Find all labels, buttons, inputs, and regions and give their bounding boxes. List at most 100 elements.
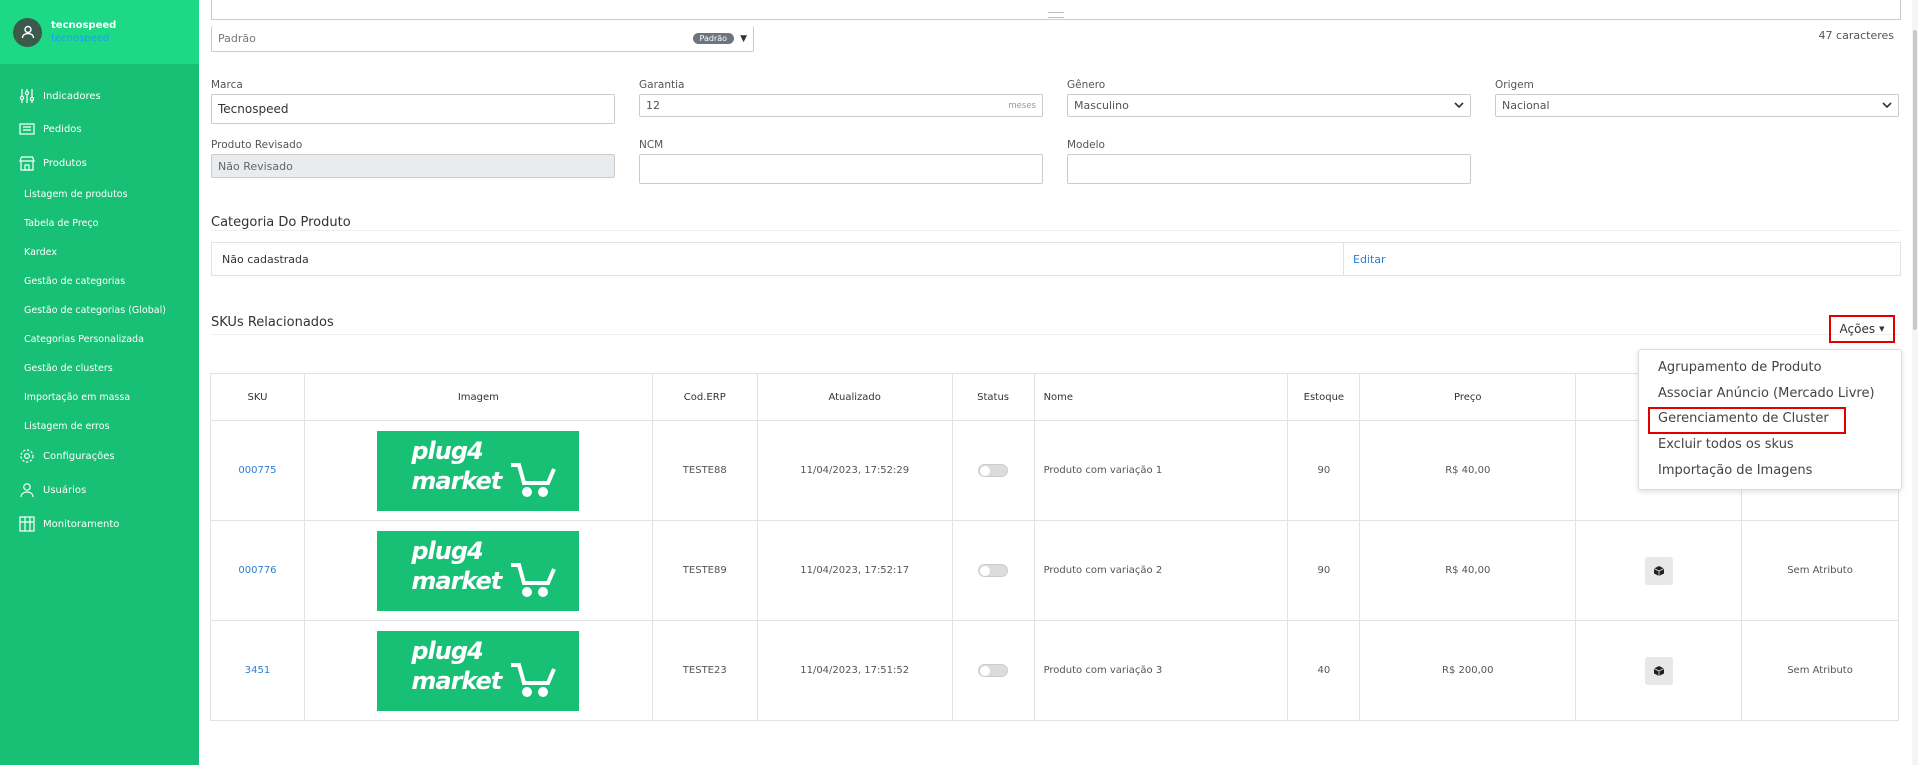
menu-item-importacao-imagens[interactable]: Importação de Imagens (1658, 463, 1813, 478)
erp-cell: TESTE89 (651, 520, 758, 621)
store-icon (18, 154, 36, 172)
chevron-down-icon (1882, 99, 1892, 112)
nav-usuarios[interactable]: Usuários (0, 478, 86, 502)
attr-cell: Sem Atributo (1741, 520, 1899, 621)
cart-icon (511, 462, 557, 497)
nav-configuracoes-label: Configurações (43, 450, 115, 462)
th-preco: Preço (1359, 373, 1577, 421)
origem-value: Nacional (1502, 99, 1550, 112)
sku-link[interactable]: 000776 (210, 520, 305, 621)
th-sku: SKU (210, 373, 305, 421)
menu-item-highlight (1648, 407, 1846, 434)
box-icon (1653, 665, 1664, 676)
acoes-label: Ações (1839, 322, 1876, 336)
plug4market-logo: plug4 market (377, 430, 580, 511)
user-avatar-icon[interactable] (13, 17, 42, 47)
nav-sub-kardex[interactable]: Kardex (24, 247, 57, 258)
plug4market-logo: plug4 market (377, 530, 580, 611)
nav-monitoramento-label: Monitoramento (43, 518, 120, 530)
image-cell: plug4 market (303, 620, 653, 721)
monitor-grid-icon (18, 515, 36, 533)
nav-indicadores[interactable]: Indicadores (0, 84, 101, 108)
cart-icon (511, 562, 557, 597)
channel-box-button[interactable] (1644, 556, 1673, 585)
plug4market-logo: plug4 market (377, 630, 580, 711)
user-name: tecnospeed (51, 20, 117, 31)
attr-cell: Sem Atributo (1741, 620, 1899, 721)
channel-box-button[interactable] (1644, 656, 1673, 685)
nav-sub-tabela-preco[interactable]: Tabela de Preço (24, 218, 99, 229)
menu-item-excluir-skus[interactable]: Excluir todos os skus (1658, 437, 1794, 452)
template-select[interactable]: Padrão Padrão ▼ (211, 26, 754, 52)
status-cell (951, 620, 1035, 721)
nav-sub-listagem-produtos[interactable]: Listagem de produtos (24, 189, 128, 200)
skus-table: SKU Imagem Cod.ERP Atualizado Status Nom… (210, 373, 1899, 721)
status-cell (951, 520, 1035, 621)
th-status: Status (951, 373, 1035, 421)
garantia-label: Garantia (639, 79, 685, 91)
price-cell: R$ 40,00 (1359, 520, 1577, 621)
modelo-label: Modelo (1067, 139, 1105, 151)
nav-sub-gestao-clusters[interactable]: Gestão de clusters (24, 363, 113, 374)
erp-cell: TESTE88 (651, 420, 758, 521)
status-toggle[interactable] (978, 564, 1009, 577)
skus-title: SKUs Relacionados (211, 315, 334, 330)
nav-sub-importacao-massa[interactable]: Importação em massa (24, 392, 131, 403)
nav-produtos[interactable]: Produtos (0, 151, 87, 175)
status-toggle[interactable] (978, 664, 1009, 677)
produto-revisado-label: Produto Revisado (211, 139, 303, 151)
gear-icon (18, 447, 36, 465)
menu-item-gerenciamento-cluster[interactable]: Gerenciamento de Cluster (1658, 411, 1829, 426)
updated-cell: 11/04/2023, 17:52:17 (756, 520, 953, 621)
table-row: 000776 plug4 market TESTE89 11/04/2023, … (210, 520, 1899, 621)
produto-revisado-input: Não Revisado (211, 154, 615, 178)
status-toggle[interactable] (978, 464, 1009, 477)
th-cod-erp: Cod.ERP (651, 373, 758, 421)
th-imagem: Imagem (303, 373, 653, 421)
sku-link[interactable]: 000775 (210, 420, 305, 521)
cart-icon (511, 662, 557, 697)
menu-item-agrupamento[interactable]: Agrupamento de Produto (1658, 360, 1822, 375)
description-textarea[interactable] (211, 0, 1901, 20)
marca-label: Marca (211, 79, 243, 91)
box-icon (1653, 565, 1664, 576)
erp-cell: TESTE23 (651, 620, 758, 721)
categoria-title: Categoria Do Produto (211, 215, 351, 230)
sku-link[interactable]: 3451 (210, 620, 305, 721)
table-row: 3451 plug4 market TESTE23 11/04/2023, 17… (210, 620, 1899, 721)
genero-select[interactable]: Masculino (1067, 94, 1471, 117)
origem-label: Origem (1495, 79, 1534, 91)
nav-sub-gestao-categorias[interactable]: Gestão de categorias (24, 276, 126, 287)
th-nome: Nome (1033, 373, 1289, 421)
sidebar: tecnospeed tecnospeed Indicadores Pedido… (0, 0, 199, 765)
ncm-input[interactable] (639, 154, 1043, 184)
stock-cell: 40 (1287, 620, 1361, 721)
categoria-edit-link[interactable]: Editar (1343, 242, 1386, 276)
nav-sub-categorias-personalizada[interactable]: Categorias Personalizada (24, 334, 144, 345)
acoes-dropdown-menu: Agrupamento de Produto Associar Anúncio … (1638, 349, 1902, 490)
resize-handle-icon[interactable] (1048, 12, 1064, 18)
status-cell (951, 420, 1035, 521)
nav-sub-listagem-erros[interactable]: Listagem de erros (24, 421, 110, 432)
scrollbar-track[interactable] (1912, 0, 1918, 765)
nav-pedidos[interactable]: Pedidos (0, 117, 82, 141)
caret-down-icon: ▼ (1879, 325, 1885, 333)
nav-configuracoes[interactable]: Configurações (0, 444, 115, 468)
updated-cell: 11/04/2023, 17:52:29 (756, 420, 953, 521)
origem-select[interactable]: Nacional (1495, 94, 1899, 117)
nav-sub-gestao-categorias-global[interactable]: Gestão de categorias (Global) (24, 305, 166, 316)
garantia-input[interactable]: 12 meses (639, 94, 1043, 117)
nav-pedidos-label: Pedidos (43, 123, 82, 135)
acoes-button[interactable]: Ações ▼ (1829, 315, 1895, 343)
scrollbar-thumb[interactable] (1913, 30, 1917, 330)
menu-item-associar-anuncio[interactable]: Associar Anúncio (Mercado Livre) (1658, 386, 1875, 401)
price-cell: R$ 40,00 (1359, 420, 1577, 521)
nav-usuarios-label: Usuários (43, 484, 87, 496)
default-badge: Padrão (692, 33, 735, 44)
categoria-value: Não cadastrada (222, 252, 309, 266)
marca-input[interactable]: Tecnospeed (211, 94, 615, 124)
user-icon (18, 481, 36, 499)
modelo-input[interactable] (1067, 154, 1471, 184)
nav-monitoramento[interactable]: Monitoramento (0, 512, 119, 536)
channels-cell (1575, 620, 1743, 721)
